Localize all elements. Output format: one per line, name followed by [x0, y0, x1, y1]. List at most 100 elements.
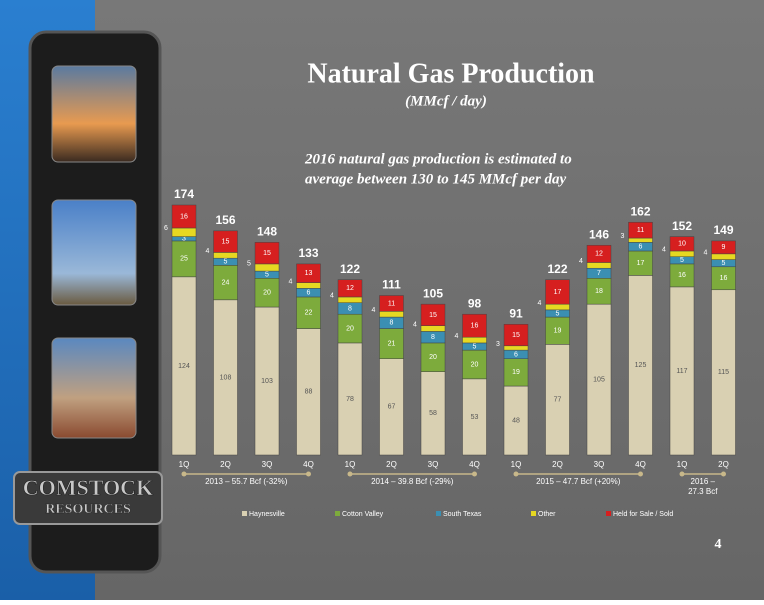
value-label: 8 — [390, 320, 394, 327]
bar-segment — [379, 358, 404, 456]
bar-segment — [628, 237, 653, 243]
value-label: 53 — [471, 414, 479, 421]
value-label: 58 — [429, 410, 437, 417]
value-label: 67 — [388, 404, 396, 411]
legend-swatch — [606, 511, 611, 516]
value-label: 16 — [471, 323, 479, 330]
value-label: 16 — [180, 213, 188, 220]
bar-segment — [628, 221, 653, 239]
bar-segment — [586, 244, 612, 263]
group-label: 2016 –27.3 Bcf — [688, 477, 718, 496]
legend-swatch — [335, 511, 340, 516]
value-label: 5 — [265, 272, 269, 279]
value-label: 103 — [261, 378, 273, 385]
group-end — [347, 471, 353, 477]
x-tick-label: 1Q — [179, 460, 190, 469]
value-label: 105 — [593, 376, 605, 383]
value-label: 22 — [305, 310, 313, 317]
logo-text: RESOURCES — [45, 502, 131, 517]
value-label: 48 — [512, 417, 520, 424]
total-label: 174 — [174, 187, 194, 201]
bar-segment — [254, 306, 280, 456]
value-label: 5 — [473, 343, 477, 350]
group-label: 2015 – 47.7 Bcf (+20%) — [536, 477, 621, 486]
bar-segment — [462, 336, 487, 344]
x-tick-label: 1Q — [345, 460, 356, 469]
bar-segment — [337, 313, 363, 344]
group-end — [638, 471, 643, 477]
group-end — [306, 471, 311, 477]
value-label: 20 — [346, 325, 354, 332]
annotation: average between 130 to 145 MMcf per day — [305, 171, 567, 187]
value-label: 8 — [431, 334, 435, 341]
x-tick-label: 4Q — [635, 460, 646, 469]
bar-segment — [462, 313, 487, 338]
page-number: 4 — [715, 537, 722, 552]
bar-segment — [379, 295, 404, 312]
bar-segment — [545, 344, 570, 456]
x-tick-label: 3Q — [428, 460, 439, 469]
bar-segment — [711, 253, 736, 260]
x-tick-label: 2Q — [220, 460, 231, 469]
value-label: 20 — [429, 354, 437, 361]
bar-segment — [213, 265, 238, 301]
value-label: 25 — [180, 256, 188, 263]
value-label: 6 — [514, 351, 518, 358]
group-end — [679, 471, 685, 477]
bar-segment — [503, 324, 529, 347]
total-label: 111 — [382, 278, 401, 292]
value-label: 77 — [554, 397, 562, 404]
x-tick-label: 2Q — [552, 460, 563, 469]
photo-pumpjack — [51, 199, 137, 306]
bar-segment — [420, 303, 446, 326]
group-end — [721, 471, 726, 477]
value-label: 4 — [704, 250, 708, 257]
bar-segment — [628, 275, 653, 456]
value-label: 10 — [678, 241, 686, 248]
bar-segment — [213, 230, 238, 253]
bar-segment — [296, 282, 321, 289]
photo-wellsite — [51, 337, 137, 439]
bar-segment — [171, 204, 197, 229]
bar-segment — [669, 250, 695, 257]
value-label: 12 — [346, 285, 354, 292]
value-label: 88 — [305, 389, 313, 396]
total-label: 148 — [257, 225, 277, 239]
legend-swatch — [242, 511, 247, 516]
chart-title: Natural Gas Production — [307, 58, 595, 89]
value-label: 24 — [222, 279, 230, 286]
bar-segment — [545, 279, 570, 305]
value-label: 13 — [305, 270, 313, 277]
value-label: 9 — [722, 244, 726, 251]
value-label: 6 — [164, 225, 168, 232]
legend-label: South Texas — [443, 511, 482, 518]
total-label: 91 — [509, 306, 523, 320]
value-label: 20 — [471, 361, 479, 368]
bar-segment — [669, 236, 695, 252]
bar-segment — [296, 296, 321, 329]
value-label: 18 — [595, 288, 603, 295]
bar-segment — [254, 278, 280, 308]
bar-segment — [213, 252, 238, 259]
value-label: 11 — [637, 227, 644, 234]
value-label: 78 — [346, 396, 354, 403]
x-tick-label: 1Q — [511, 460, 522, 469]
value-label: 4 — [662, 247, 666, 254]
photo-rig — [51, 65, 137, 163]
bar-segment — [254, 242, 280, 265]
total-label: 105 — [423, 286, 443, 300]
value-label: 17 — [637, 260, 645, 267]
legend-swatch — [436, 511, 441, 516]
total-label: 122 — [340, 262, 360, 276]
value-label: 15 — [512, 332, 520, 339]
bar-segment — [628, 250, 653, 276]
bar-segment — [711, 289, 736, 456]
bar-segment — [462, 378, 487, 456]
chart-subtitle: (MMcf / day) — [405, 93, 487, 109]
x-tick-label: 4Q — [303, 460, 314, 469]
value-label: 20 — [263, 289, 271, 296]
legend-label: Cotton Valley — [342, 511, 384, 518]
logo-box — [13, 471, 163, 525]
bar-segment — [420, 371, 446, 456]
